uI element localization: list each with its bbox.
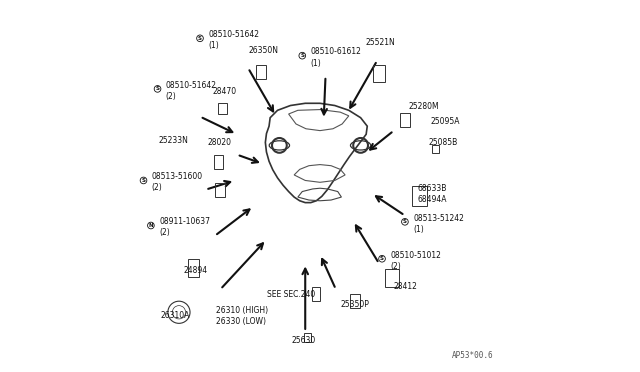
- Text: 28470: 28470: [213, 87, 237, 96]
- Text: 08510-51642
(2): 08510-51642 (2): [166, 81, 217, 101]
- Text: 25630: 25630: [291, 336, 316, 345]
- Text: 26310A: 26310A: [161, 311, 190, 320]
- Text: SEE SEC.240: SEE SEC.240: [267, 291, 315, 299]
- Text: S: S: [300, 53, 304, 58]
- Text: S: S: [141, 178, 145, 183]
- Text: 08510-61612
(1): 08510-61612 (1): [310, 48, 361, 68]
- Text: 25350P: 25350P: [340, 300, 369, 310]
- Text: 08510-51012
(2): 08510-51012 (2): [390, 250, 441, 271]
- Text: 25233N: 25233N: [158, 137, 188, 145]
- Text: 28412: 28412: [394, 282, 418, 291]
- Text: 08513-51242
(1): 08513-51242 (1): [413, 214, 464, 234]
- Text: 08513-51600
(2): 08513-51600 (2): [152, 172, 203, 192]
- Text: 25085B: 25085B: [429, 138, 458, 147]
- Text: 68633B
68494A: 68633B 68494A: [418, 184, 447, 204]
- Text: 28020: 28020: [207, 138, 232, 147]
- Text: 08510-51642
(1): 08510-51642 (1): [208, 30, 259, 50]
- Text: S: S: [380, 256, 384, 261]
- Text: 26310 (HIGH)
26330 (LOW): 26310 (HIGH) 26330 (LOW): [216, 306, 268, 326]
- Text: 24894: 24894: [184, 266, 207, 275]
- Text: S: S: [156, 86, 159, 92]
- Text: N: N: [148, 223, 153, 228]
- Text: S: S: [403, 219, 407, 224]
- Text: S: S: [198, 36, 202, 41]
- Text: 25280M: 25280M: [408, 102, 439, 111]
- Text: 26350N: 26350N: [248, 46, 278, 55]
- Text: 25095A: 25095A: [430, 117, 460, 126]
- Text: 08911-10637
(2): 08911-10637 (2): [159, 217, 210, 237]
- Text: AP53*00.6: AP53*00.6: [452, 350, 493, 359]
- Text: 25521N: 25521N: [365, 38, 395, 46]
